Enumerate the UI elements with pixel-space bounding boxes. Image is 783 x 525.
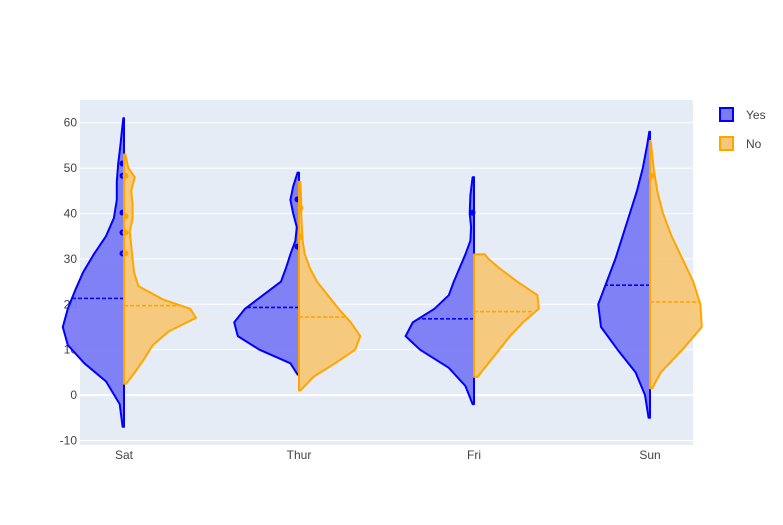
grid-lines xyxy=(80,122,693,441)
outlier-point[interactable] xyxy=(122,229,129,236)
violin-no-thur[interactable] xyxy=(298,180,362,392)
y-tick-label: -10 xyxy=(60,433,78,447)
x-tick-label: Thur xyxy=(287,448,312,462)
violin-yes-sat[interactable] xyxy=(61,117,125,428)
violins xyxy=(61,117,703,428)
x-tick-label: Sun xyxy=(639,448,660,462)
outlier-point[interactable] xyxy=(122,172,129,179)
legend[interactable]: Yes No xyxy=(719,107,766,151)
legend-label-yes[interactable]: Yes xyxy=(746,108,766,122)
y-tick-label: 0 xyxy=(70,388,77,402)
x-tick-label: Fri xyxy=(467,448,481,462)
outlier-point[interactable] xyxy=(648,172,655,179)
violin-no-sun[interactable] xyxy=(649,139,703,390)
legend-swatch-no[interactable] xyxy=(719,136,734,151)
legend-label-no[interactable]: No xyxy=(746,137,762,151)
y-tick-label: 50 xyxy=(64,161,78,175)
legend-swatch-yes[interactable] xyxy=(719,107,734,122)
plot-area xyxy=(80,100,693,445)
violin-yes-sun[interactable] xyxy=(597,130,651,419)
x-tick-label: Sat xyxy=(115,448,134,462)
y-tick-label: 40 xyxy=(64,206,78,220)
violin-no-fri[interactable] xyxy=(473,253,540,378)
violin-yes-thur[interactable] xyxy=(233,171,300,376)
outlier-point[interactable] xyxy=(297,205,304,212)
outlier-point[interactable] xyxy=(122,250,129,257)
y-tick-label: 30 xyxy=(64,252,78,266)
y-tick-label: 60 xyxy=(64,116,78,130)
violin-no-sat[interactable] xyxy=(123,153,197,385)
outlier-point[interactable] xyxy=(469,209,476,216)
y-axis: -100102030405060 xyxy=(60,116,78,448)
outlier-point[interactable] xyxy=(297,234,304,241)
violin-yes-fri[interactable] xyxy=(404,176,475,406)
outlier-point[interactable] xyxy=(122,213,129,220)
x-axis: Sat Thur Fri Sun xyxy=(115,448,661,462)
